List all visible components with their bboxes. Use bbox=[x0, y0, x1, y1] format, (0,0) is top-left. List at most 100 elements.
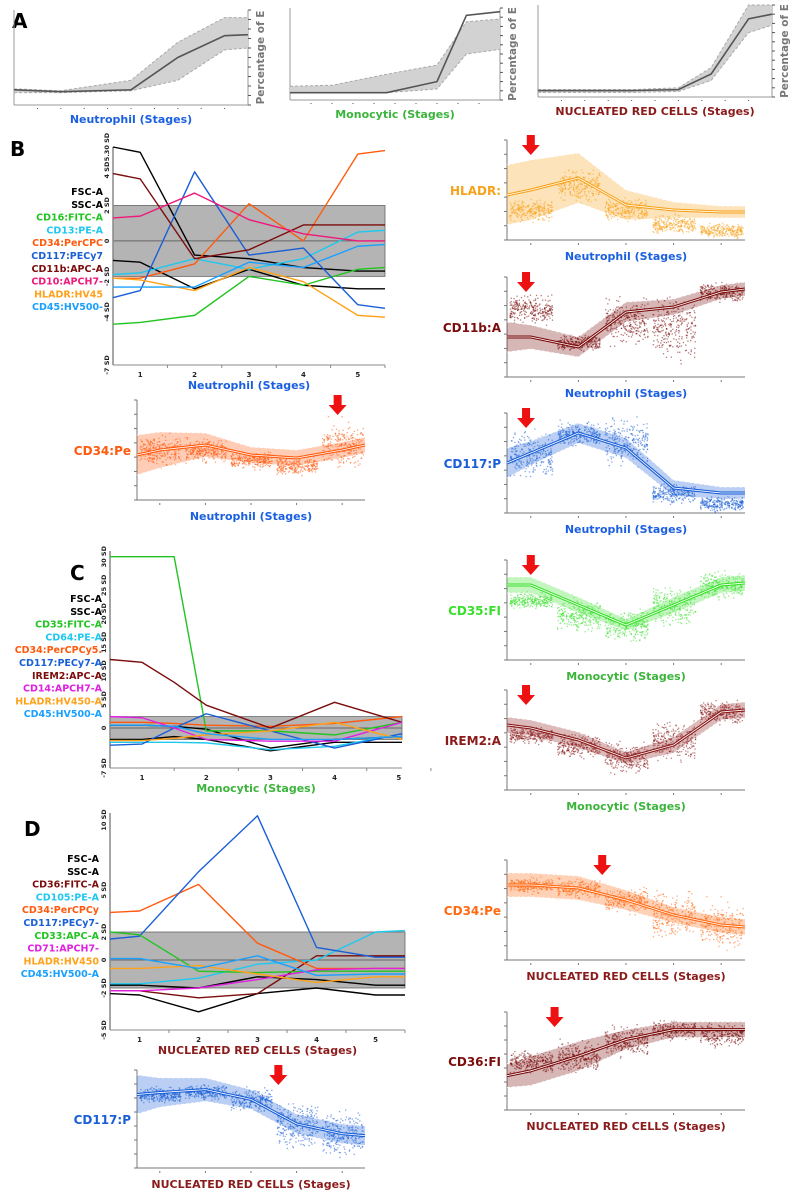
scatter-point bbox=[282, 472, 284, 475]
scatter-point bbox=[634, 323, 637, 326]
mean-line-highlight bbox=[507, 288, 746, 348]
scatter-point bbox=[614, 205, 616, 207]
scatter-point bbox=[708, 231, 710, 233]
scatter-point bbox=[631, 306, 634, 309]
scatter-point bbox=[609, 205, 611, 207]
scatter-point bbox=[724, 287, 726, 289]
scatter-point bbox=[739, 234, 741, 236]
scatter-point bbox=[523, 302, 526, 304]
scatter-point bbox=[642, 215, 644, 218]
scatter-point bbox=[722, 235, 724, 237]
scatter-point bbox=[665, 218, 667, 220]
scatter-point bbox=[513, 474, 515, 476]
scatter-point bbox=[607, 459, 609, 461]
scatter-point bbox=[608, 219, 610, 221]
scatter-point bbox=[261, 458, 263, 460]
scatter-point bbox=[680, 320, 682, 322]
scatter-point bbox=[584, 438, 586, 440]
scatter-point bbox=[591, 431, 594, 433]
scatter-point bbox=[693, 225, 696, 227]
scatter-point bbox=[645, 204, 647, 206]
scatter-point bbox=[599, 434, 601, 436]
scatter-point bbox=[614, 430, 617, 433]
scatter-point bbox=[656, 231, 658, 234]
scatter-point bbox=[619, 323, 621, 325]
scatter-point bbox=[566, 439, 569, 441]
scatter-point bbox=[564, 341, 566, 343]
scatter-point bbox=[627, 436, 629, 439]
scatter-point bbox=[523, 202, 525, 204]
scatter-point bbox=[236, 462, 238, 464]
scatter-point bbox=[180, 443, 182, 446]
scatter-point bbox=[622, 460, 624, 463]
scatter-point bbox=[577, 193, 579, 195]
scatter-point bbox=[618, 212, 620, 215]
scatter-point bbox=[737, 298, 740, 300]
scatter-point bbox=[716, 296, 718, 298]
scatter-point bbox=[629, 449, 632, 451]
scatter-point bbox=[643, 321, 645, 323]
scatter-point bbox=[720, 227, 722, 229]
scatter-point bbox=[579, 347, 581, 349]
scatter-point bbox=[193, 448, 195, 450]
scatter-point bbox=[305, 469, 307, 471]
scatter-point bbox=[222, 453, 224, 456]
scatter-point bbox=[254, 458, 256, 460]
scatter-point bbox=[724, 232, 727, 234]
series-line-cd117-pecy7- bbox=[109, 815, 405, 958]
scatter-point bbox=[705, 230, 707, 232]
chart-a3: NUCLEATED RED CELLS (Stages)Percentage o… bbox=[537, 4, 791, 118]
y-tick-label: 2 SD bbox=[103, 196, 111, 213]
scatter-point bbox=[200, 454, 202, 456]
scatter-point bbox=[581, 169, 583, 171]
scatter-point bbox=[729, 295, 732, 297]
scatter-point bbox=[609, 448, 611, 450]
scatter-point bbox=[737, 294, 739, 297]
scatter-point bbox=[246, 461, 248, 463]
series-line-irem2-apc-a bbox=[109, 658, 403, 729]
scatter-point bbox=[245, 456, 247, 458]
scatter-point bbox=[609, 206, 611, 209]
scatter-point bbox=[703, 284, 705, 286]
scatter-point bbox=[701, 227, 703, 229]
scatter-point bbox=[238, 459, 241, 461]
scatter-point bbox=[534, 299, 537, 301]
x-tick-label: 1 bbox=[138, 371, 143, 379]
scatter-point bbox=[572, 424, 574, 426]
scatter-point bbox=[632, 458, 634, 460]
scatter-point bbox=[732, 230, 734, 233]
scatter-point bbox=[716, 227, 719, 230]
scatter-point bbox=[175, 450, 177, 452]
scatter-point bbox=[569, 191, 571, 193]
scatter-point bbox=[644, 324, 646, 327]
scatter-point bbox=[242, 456, 244, 458]
scatter-point bbox=[673, 230, 675, 232]
scatter-point bbox=[664, 338, 666, 340]
scatter-point bbox=[687, 226, 690, 229]
scatter-point bbox=[551, 210, 553, 212]
scatter-point bbox=[608, 437, 610, 439]
scatter-point bbox=[597, 183, 600, 185]
scatter-point bbox=[360, 440, 362, 442]
scatter-point bbox=[609, 437, 611, 439]
scatter-point bbox=[537, 305, 539, 307]
scatter-point bbox=[212, 455, 215, 457]
scatter-point bbox=[688, 312, 690, 314]
scatter-point bbox=[658, 344, 661, 347]
scatter-point bbox=[186, 456, 188, 458]
scatter-point bbox=[701, 295, 703, 298]
scatter-point bbox=[547, 304, 549, 307]
scatter-point bbox=[285, 459, 287, 461]
scatter-point bbox=[199, 450, 201, 452]
scatter-point bbox=[629, 215, 631, 218]
x-tick-label: 2 bbox=[196, 1036, 201, 1044]
scatter-point bbox=[656, 299, 658, 301]
scatter-point bbox=[563, 347, 565, 349]
scatter-point bbox=[217, 455, 219, 457]
scatter-point bbox=[627, 209, 629, 211]
scatter-point bbox=[663, 317, 665, 319]
scatter-point bbox=[551, 206, 553, 208]
scatter-point bbox=[509, 214, 511, 216]
scatter-point bbox=[343, 434, 345, 436]
scatter-point bbox=[256, 463, 258, 465]
